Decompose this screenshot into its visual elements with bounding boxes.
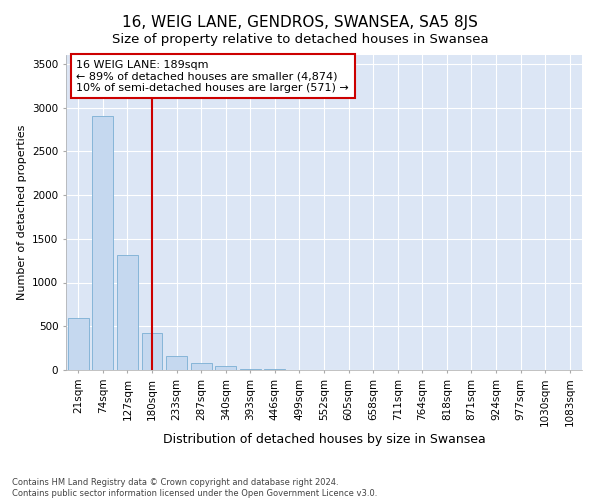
Bar [191,364,212,370]
Bar [166,356,187,370]
Text: Size of property relative to detached houses in Swansea: Size of property relative to detached ho… [112,32,488,46]
Bar [92,116,113,370]
Bar [215,366,236,370]
X-axis label: Distribution of detached houses by size in Swansea: Distribution of detached houses by size … [163,433,485,446]
Y-axis label: Number of detached properties: Number of detached properties [17,125,26,300]
Bar [142,333,163,370]
Text: 16, WEIG LANE, GENDROS, SWANSEA, SA5 8JS: 16, WEIG LANE, GENDROS, SWANSEA, SA5 8JS [122,15,478,30]
Bar [240,368,261,370]
Text: 16 WEIG LANE: 189sqm
← 89% of detached houses are smaller (4,874)
10% of semi-de: 16 WEIG LANE: 189sqm ← 89% of detached h… [76,60,349,93]
Bar [117,256,138,370]
Text: Contains HM Land Registry data © Crown copyright and database right 2024.
Contai: Contains HM Land Registry data © Crown c… [12,478,377,498]
Bar [68,318,89,370]
